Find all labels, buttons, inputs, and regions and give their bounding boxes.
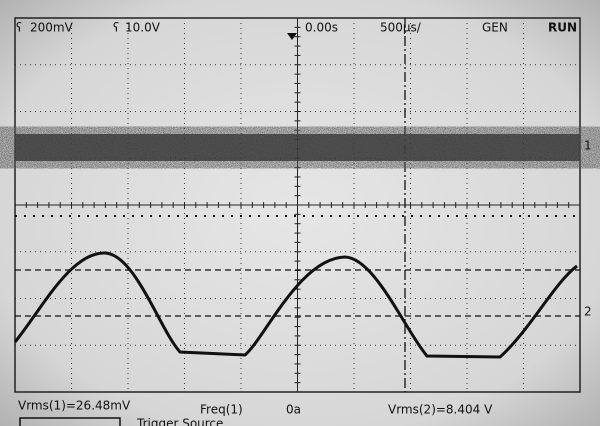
- ch2-scale: 10.0V: [125, 21, 161, 35]
- ch2-icon: ʕ: [113, 21, 119, 35]
- measurement: Freq(1): [200, 403, 243, 417]
- ch1-scale: 200mV: [30, 21, 74, 35]
- measurement: Vrms(2)=8.404 V: [388, 403, 493, 417]
- ch1-icon: ʕ: [16, 21, 22, 35]
- channel-marker: 1: [584, 139, 592, 153]
- softkey-label[interactable]: Trigger Source: [136, 417, 223, 426]
- time-offset: 0.00s: [305, 21, 338, 35]
- measurement: Vrms(1)=26.48mV: [18, 399, 131, 413]
- channel-marker: 2: [584, 305, 592, 319]
- trigger-marker: [287, 33, 297, 40]
- softkey-box: [19, 417, 121, 426]
- noise-trace-edge: [15, 130, 580, 165]
- time-base: 500µs/: [380, 21, 422, 35]
- measurement-value: 0a: [286, 403, 301, 417]
- sine-trace: [13, 251, 578, 359]
- mode: GEN: [482, 21, 508, 35]
- run-state: RUN: [548, 21, 577, 35]
